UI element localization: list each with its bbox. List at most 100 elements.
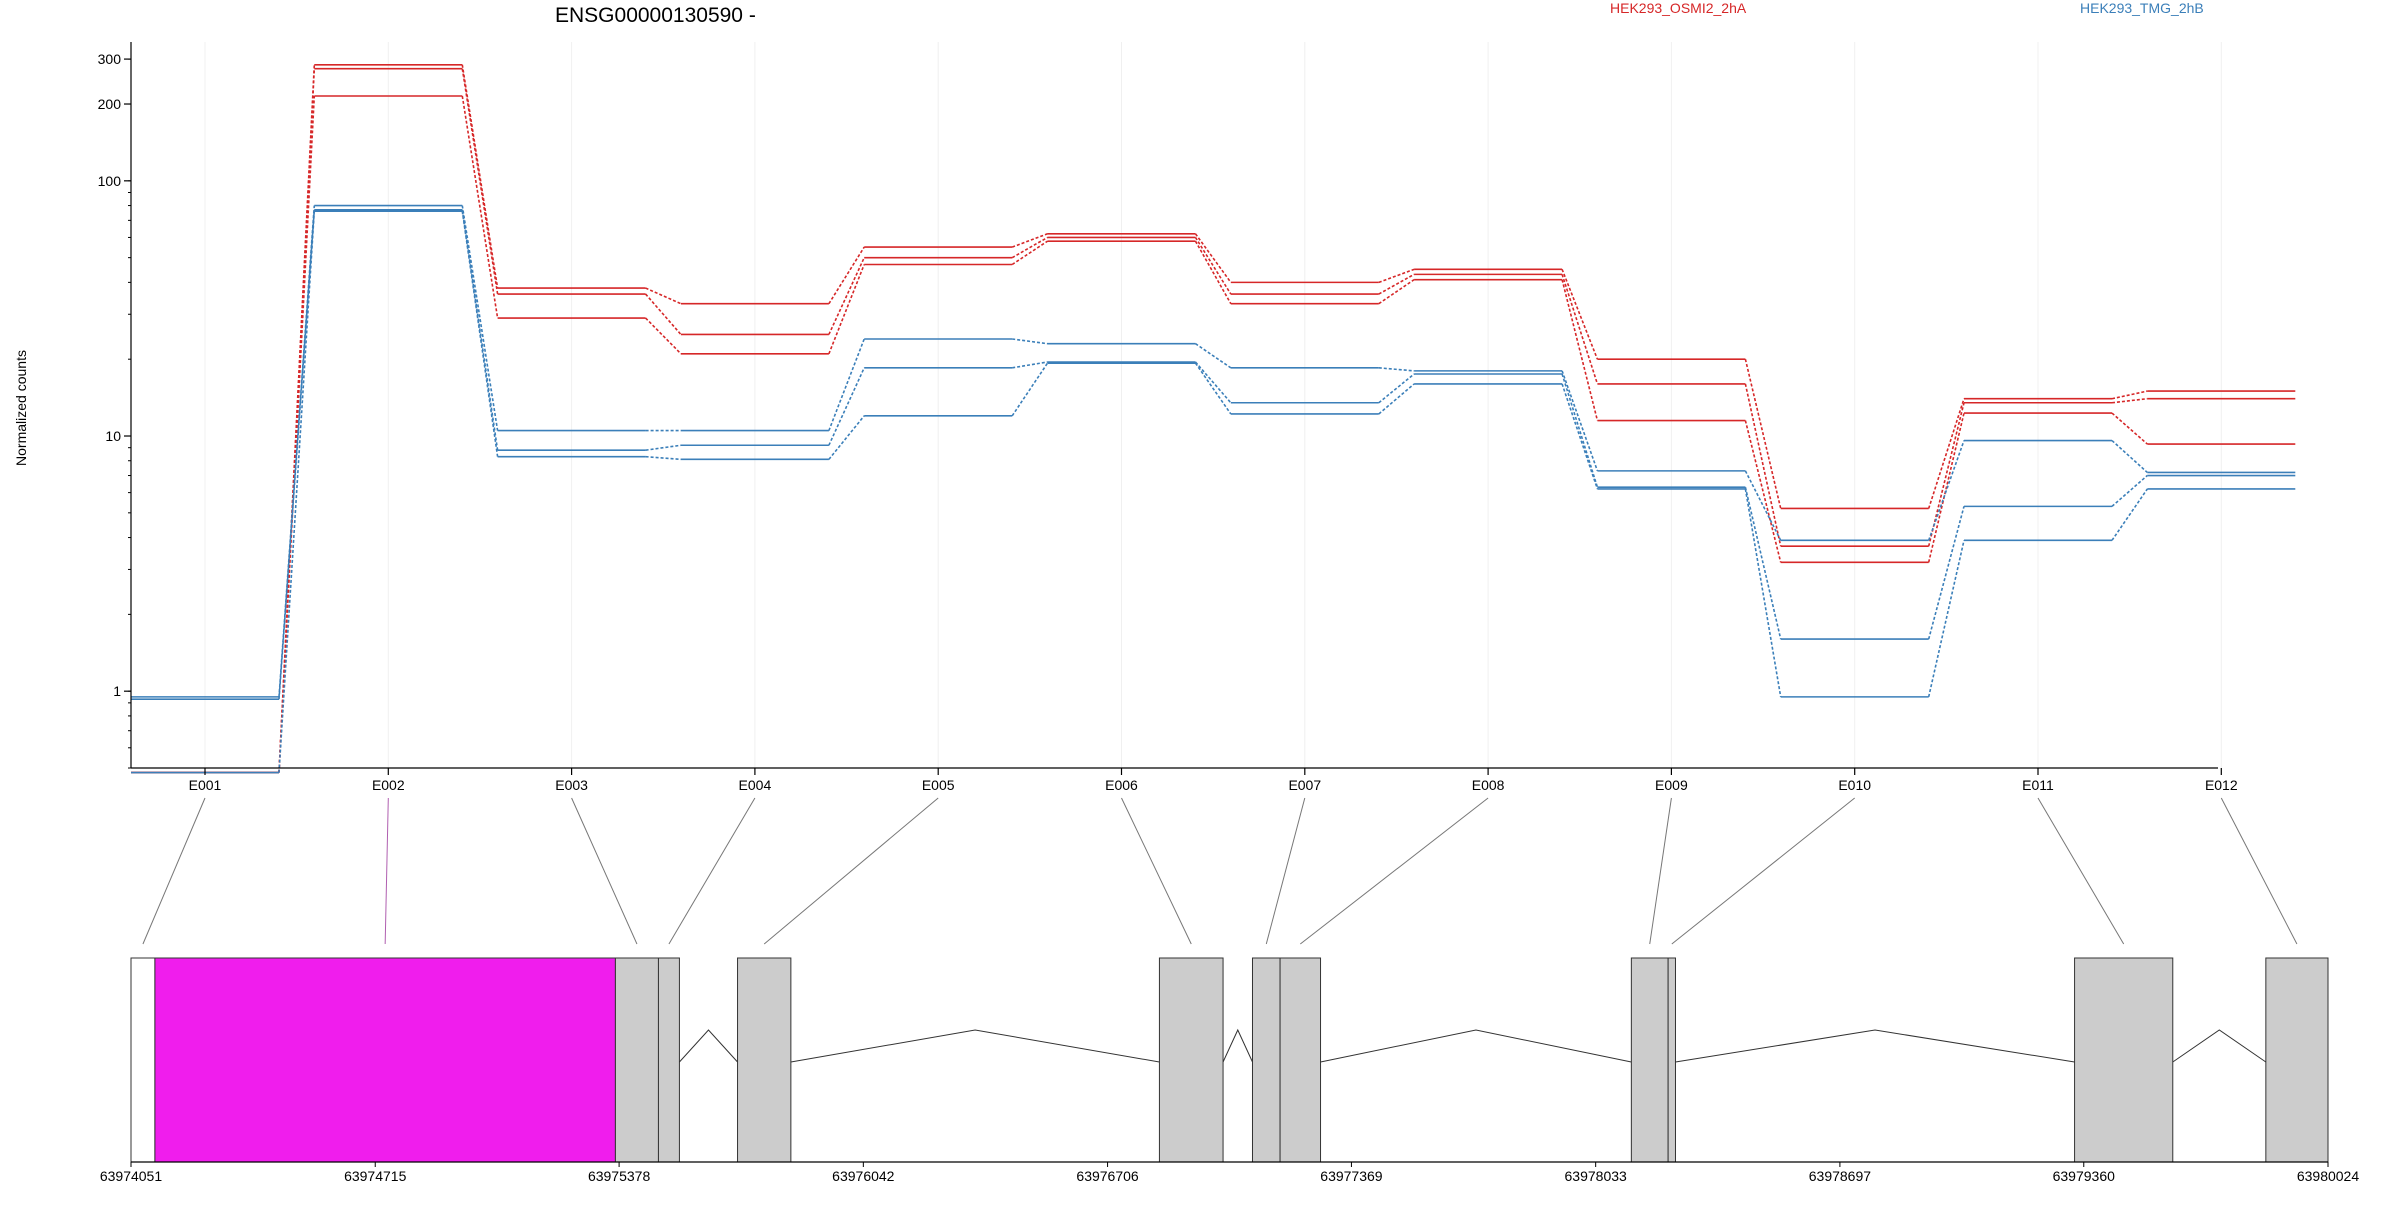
coordinate-label: 63976042 xyxy=(832,1168,895,1184)
exon-transition xyxy=(1195,343,1232,369)
exon-transition xyxy=(1561,274,1599,385)
exon-transition xyxy=(1927,412,1965,563)
x-tick-label: E012 xyxy=(2205,777,2238,793)
exon-connectors xyxy=(142,797,2298,945)
exon-transition xyxy=(645,455,681,461)
exon-box-E007 xyxy=(1251,957,1281,1163)
exon-transition xyxy=(1194,240,1232,305)
exon-transition xyxy=(1378,278,1415,305)
exon-transition xyxy=(2111,488,2148,541)
x-tick-label: E007 xyxy=(1288,777,1321,793)
exon-transition xyxy=(1011,240,1048,266)
exon-transition xyxy=(461,64,499,289)
coordinate-label: 63978697 xyxy=(1809,1168,1872,1184)
exon-box-E011 xyxy=(2074,957,2174,1163)
exon-transition xyxy=(1561,373,1599,488)
y-tick-label: 1 xyxy=(113,683,121,699)
coordinate-label: 63975378 xyxy=(588,1168,651,1184)
exon-transition xyxy=(645,317,682,355)
x-tick-label: E011 xyxy=(2022,777,2054,793)
x-tick-label: E006 xyxy=(1105,777,1138,793)
exon-transition xyxy=(2111,412,2148,445)
series-4 xyxy=(131,204,2296,698)
exon-transition xyxy=(1378,367,1415,372)
intron xyxy=(790,1029,1160,1063)
exon-box-E002 xyxy=(154,957,616,1163)
connector-E001 xyxy=(142,797,206,945)
exon-transition xyxy=(1194,237,1232,295)
series-5 xyxy=(131,208,2296,701)
exon-transition xyxy=(1927,506,1965,640)
y-tick-label: 10 xyxy=(105,428,121,444)
connector-E007 xyxy=(1265,797,1306,945)
exon-transition xyxy=(828,338,865,431)
exon-transition xyxy=(2111,390,2148,400)
series-2 xyxy=(131,67,2296,774)
exon-box-E006 xyxy=(1158,957,1224,1163)
exon-transition xyxy=(1561,279,1599,421)
exon-box-E010 xyxy=(1667,957,1676,1163)
exon-transition xyxy=(645,287,682,305)
axes: 1 10 100 200 300 E001 E002 E003 E004 E005 E006 E007… xyxy=(98,42,2238,793)
exon-transition xyxy=(828,246,865,305)
exon-transition xyxy=(1378,268,1415,284)
gene-model: 63974051 63974715 63975378 63976042 63976706… xyxy=(100,957,2359,1184)
intron xyxy=(1222,1028,1253,1063)
exon-transition xyxy=(645,444,682,451)
exon-transition xyxy=(1378,383,1415,415)
exon-transition xyxy=(1927,440,1965,541)
connector-E006 xyxy=(1121,797,1192,945)
exon-transition xyxy=(1194,361,1232,404)
intron xyxy=(1320,1029,1632,1063)
exon-transition xyxy=(278,95,316,773)
x-tick-label: E002 xyxy=(372,777,405,793)
connector-E012 xyxy=(2220,797,2298,945)
connector-E003 xyxy=(571,797,638,945)
coordinate-label: 63974715 xyxy=(344,1168,407,1184)
x-tick-label: E005 xyxy=(922,777,955,793)
coordinate-label: 63977369 xyxy=(1320,1168,1383,1184)
y-tick-label: 100 xyxy=(98,173,122,189)
connector-E010 xyxy=(1671,797,1856,945)
x-tick-label: E008 xyxy=(1472,777,1505,793)
exon-transition xyxy=(278,211,316,773)
exon-box-E003 xyxy=(614,957,659,1163)
exon-transition xyxy=(1378,273,1415,295)
exon-box-E004 xyxy=(657,957,680,1163)
connector-E011 xyxy=(2037,797,2125,945)
series-lines xyxy=(131,63,2296,774)
series-6 xyxy=(131,210,2296,774)
intron xyxy=(2172,1029,2267,1063)
exon-transition xyxy=(461,211,499,457)
exon-transition xyxy=(1561,370,1599,472)
exon-transition xyxy=(2111,397,2148,404)
y-tick-label: 200 xyxy=(98,96,122,112)
exon-transition xyxy=(1194,362,1232,415)
connector-E005 xyxy=(763,797,939,945)
exon-box-E001 xyxy=(130,957,156,1163)
x-tick-label: E001 xyxy=(189,777,222,793)
coordinate-label: 63974051 xyxy=(100,1168,163,1184)
chart-title: ENSG00000130590 - xyxy=(555,4,756,27)
exon-transition xyxy=(1744,470,1782,541)
y-axis-label: Normalized counts xyxy=(13,350,29,466)
connector-E009 xyxy=(1649,797,1672,945)
x-tick-label: E009 xyxy=(1655,777,1688,793)
exon-transition xyxy=(461,68,499,295)
exon-box-E008 xyxy=(1279,957,1322,1163)
exon-transition xyxy=(1744,488,1782,698)
exon-transition xyxy=(828,257,865,335)
x-tick-label: E004 xyxy=(739,777,772,793)
exon-transition xyxy=(828,415,865,460)
exon-transition xyxy=(2111,474,2148,507)
exon-transition xyxy=(1194,233,1232,283)
exon-transition xyxy=(1378,373,1415,404)
exon-transition xyxy=(1012,361,1048,369)
exon-box-E009 xyxy=(1630,957,1669,1163)
connector-E008 xyxy=(1299,797,1489,945)
exon-transition xyxy=(1012,338,1048,345)
exon-transition xyxy=(1927,398,1965,509)
exon-transition xyxy=(1927,540,1965,698)
intron xyxy=(679,1029,738,1063)
coordinate-label: 63976706 xyxy=(1076,1168,1139,1184)
